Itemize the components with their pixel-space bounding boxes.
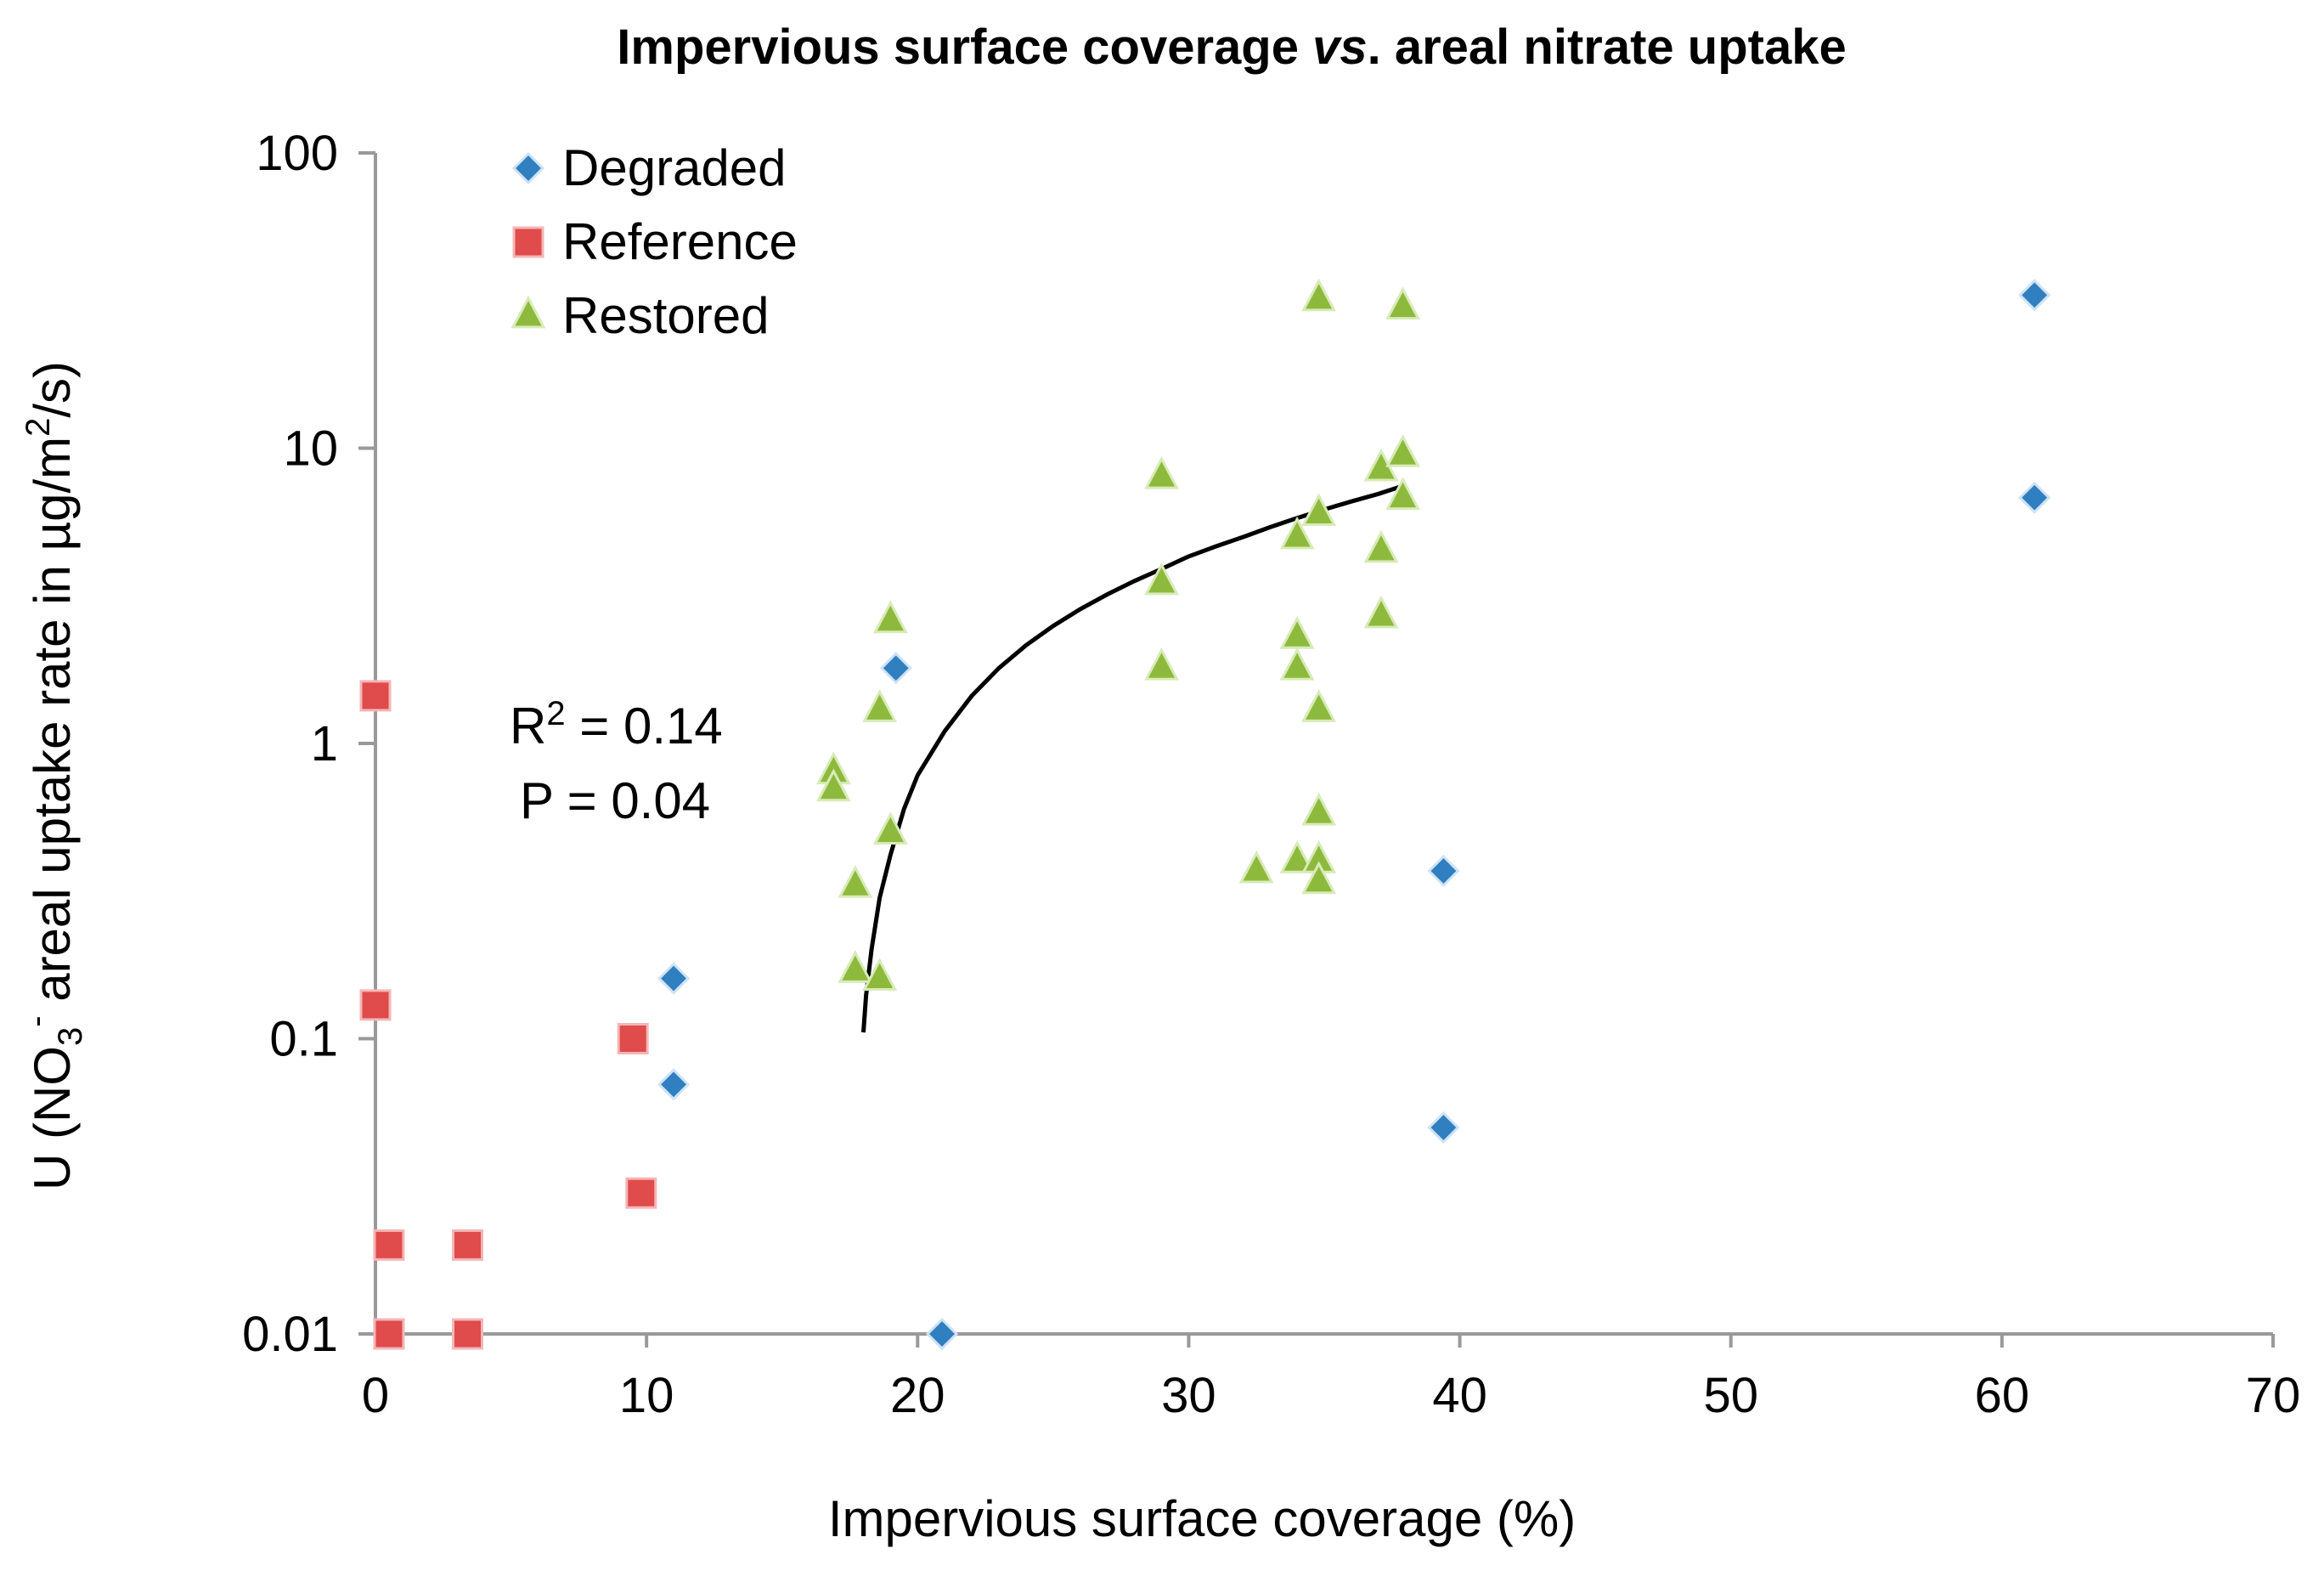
data-point-reference: [617, 1023, 649, 1054]
data-point-restored: [1301, 689, 1337, 722]
y-axis-title-superscript-2: 2: [20, 418, 57, 437]
axes: [358, 151, 2275, 1348]
legend-label-degraded: Degraded: [562, 139, 787, 196]
data-point-restored: [1363, 595, 1399, 629]
y-tick-label: 1: [311, 716, 338, 771]
chart-title-part-a: Impervious surface coverage: [617, 20, 1312, 75]
data-point-restored: [838, 950, 873, 983]
y-tick-labels: 0.01 0.1 1 10 100: [242, 126, 338, 1362]
data-point-degraded: [925, 1317, 959, 1351]
data-point-reference: [625, 1177, 657, 1209]
x-tick-label: 40: [1432, 1368, 1487, 1423]
y-axis-title-superscript: -: [18, 1015, 55, 1026]
legend-marker-reference: [512, 226, 544, 258]
legend-label-restored: Restored: [562, 287, 769, 344]
x-tick-label: 10: [619, 1368, 674, 1423]
data-point-degraded: [657, 962, 691, 995]
trendline: [861, 483, 1407, 1033]
y-tick-label: 100: [256, 126, 338, 181]
data-point-restored: [1301, 861, 1337, 895]
data-point-restored: [815, 768, 851, 802]
data-point-restored: [1279, 616, 1315, 649]
chart-title-part-c: . areal nitrate uptake: [1368, 20, 1847, 75]
data-point-reference: [452, 1229, 484, 1261]
legend-symbol-restored: [510, 295, 546, 329]
data-point-restored: [1385, 433, 1421, 467]
data-point-degraded: [879, 652, 912, 685]
data-point-restored: [872, 600, 908, 634]
x-tick-label: 60: [1975, 1368, 2030, 1423]
data-point-reference: [359, 680, 392, 712]
data-point-restored: [1301, 278, 1337, 312]
data-point-restored: [1363, 529, 1399, 563]
data-point-degraded: [657, 1068, 691, 1101]
legend-marker-degraded: [511, 151, 545, 185]
data-point-restored: [1238, 850, 1274, 884]
r-squared-prefix: R: [510, 698, 546, 754]
r-squared-annotation: R2 = 0.14: [510, 695, 723, 754]
data-point-reference: [373, 1229, 405, 1261]
y-axis-title-part-c: /s): [24, 361, 81, 418]
data-point-reference: [373, 1318, 405, 1350]
x-tick-label: 0: [362, 1368, 389, 1423]
data-point-restored: [1279, 647, 1315, 681]
data-point-restored: [862, 958, 898, 991]
data-point-restored: [1279, 516, 1315, 550]
data-point-degraded: [1427, 1110, 1460, 1144]
chart-title-part-vs: vs: [1312, 20, 1368, 75]
y-axis-title-part-b: areal uptake rate in µg/m: [24, 437, 81, 1016]
data-point-restored: [838, 865, 873, 898]
data-point-restored: [1301, 493, 1337, 527]
y-tick-label: 10: [283, 421, 338, 477]
y-tick-label: 0.01: [242, 1307, 338, 1362]
legend-marker-restored: [510, 295, 546, 329]
data-point-restored: [1279, 839, 1315, 873]
data-point-degraded: [2018, 481, 2051, 514]
data-point-restored: [862, 689, 898, 722]
x-tick-label: 50: [1703, 1368, 1758, 1423]
legend-symbol-degraded: [511, 151, 545, 185]
chart-title: Impervious surface coverage vs. areal ni…: [617, 20, 1846, 75]
data-point-reference: [359, 989, 392, 1021]
legend: Degraded Reference Restored: [510, 139, 798, 344]
data-point-restored: [1144, 647, 1180, 681]
x-tick-label: 30: [1161, 1368, 1216, 1423]
data-point-restored: [1144, 562, 1180, 596]
y-axis-title-part-a: U (NO: [24, 1046, 81, 1190]
data-point-restored: [872, 811, 908, 845]
x-tick-label: 20: [890, 1368, 945, 1423]
x-tick-labels: 0 10 20 30 40 50 60 70: [362, 1368, 2300, 1423]
y-axis-title-subscript: 3: [52, 1027, 89, 1046]
points-layer: [359, 278, 2051, 1351]
data-point-reference: [452, 1318, 484, 1350]
data-point-restored: [1144, 455, 1180, 489]
data-point-restored: [1385, 477, 1421, 511]
data-point-degraded: [2018, 279, 2051, 312]
trendline-layer: [861, 483, 1407, 1033]
data-point-restored: [1385, 286, 1421, 320]
y-axis-title: U (NO3- areal uptake rate in µg/m2/s): [18, 361, 89, 1190]
data-point-degraded: [1427, 854, 1460, 888]
y-tick-label: 0.1: [269, 1012, 338, 1067]
x-tick-label: 70: [2246, 1368, 2301, 1423]
data-point-restored: [1301, 792, 1337, 826]
legend-symbol-reference: [512, 226, 544, 258]
r-squared-sup: 2: [546, 695, 565, 732]
legend-label-reference: Reference: [562, 213, 798, 270]
r-squared-value: = 0.14: [566, 698, 723, 754]
x-axis-title: Impervious surface coverage (%): [828, 1490, 1576, 1547]
p-value-annotation: P = 0.04: [520, 772, 710, 829]
